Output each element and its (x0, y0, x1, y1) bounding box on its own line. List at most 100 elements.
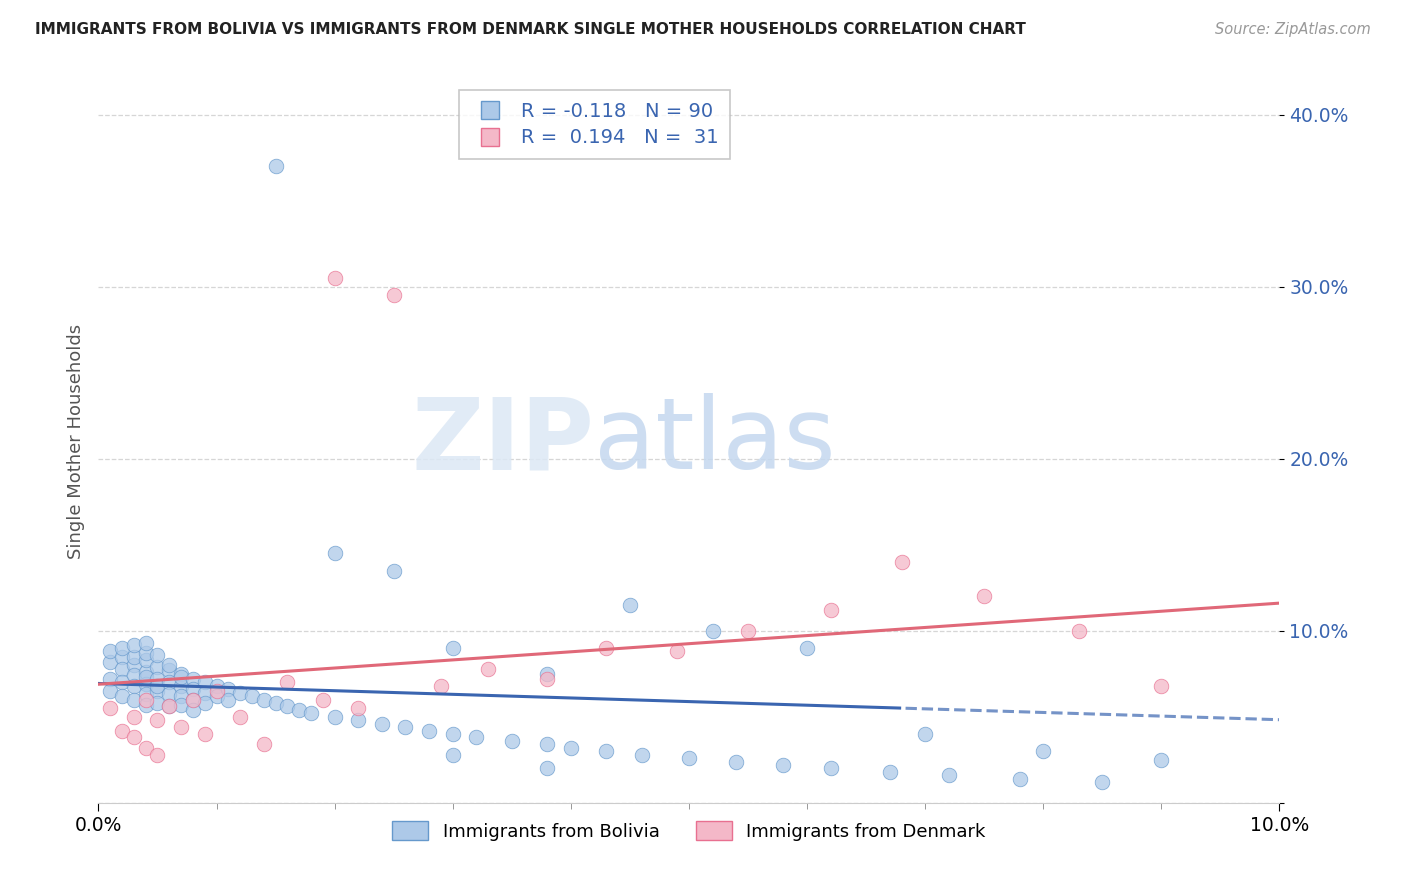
Point (253, 737, 276, 751)
Point (477, 662, 499, 676)
Point (194, 696, 217, 710)
Point (217, 692, 239, 706)
Text: Source: ZipAtlas.com: Source: ZipAtlas.com (1215, 22, 1371, 37)
Point (879, 764, 901, 779)
Point (157, 699, 180, 714)
Point (111, 675, 134, 690)
Point (146, 660, 169, 674)
Point (229, 686, 252, 700)
Point (146, 684, 169, 698)
Point (678, 751, 700, 765)
Point (146, 713, 169, 727)
Point (98, 701, 121, 715)
Point (135, 677, 157, 691)
Point (1150, 753, 1173, 767)
Point (820, 603, 842, 617)
Point (205, 689, 228, 703)
Point (111, 689, 134, 703)
Point (382, 288, 405, 302)
Point (205, 679, 228, 693)
Point (170, 670, 193, 684)
Point (135, 687, 157, 701)
Point (98, 684, 121, 698)
Point (111, 649, 134, 664)
Point (820, 761, 842, 775)
Point (194, 727, 217, 741)
Point (737, 624, 759, 638)
Point (560, 740, 582, 755)
Point (205, 684, 228, 698)
Point (111, 723, 134, 738)
Point (157, 699, 180, 714)
Point (312, 692, 335, 706)
Point (264, 696, 287, 710)
Point (536, 761, 558, 775)
Point (394, 720, 416, 734)
Point (170, 720, 193, 734)
Point (181, 703, 204, 717)
Point (170, 679, 193, 693)
Point (170, 666, 193, 681)
Point (536, 672, 558, 686)
Point (430, 679, 453, 693)
Point (135, 698, 157, 712)
Point (1067, 624, 1090, 638)
Point (702, 624, 724, 638)
Point (111, 640, 134, 655)
Point (135, 670, 157, 684)
Point (382, 564, 405, 578)
Point (122, 668, 145, 682)
Point (536, 666, 558, 681)
Point (973, 590, 995, 604)
Legend: Immigrants from Bolivia, Immigrants from Denmark: Immigrants from Bolivia, Immigrants from… (385, 814, 993, 848)
Point (217, 682, 239, 697)
Point (181, 672, 204, 686)
Point (938, 768, 960, 782)
Point (323, 546, 346, 560)
Point (299, 706, 322, 721)
Point (146, 679, 169, 693)
Text: ZIP: ZIP (412, 393, 595, 490)
Point (111, 662, 134, 676)
Point (146, 648, 169, 662)
Point (323, 271, 346, 285)
Point (181, 692, 204, 706)
Point (276, 675, 298, 690)
Point (630, 747, 652, 762)
Point (536, 737, 558, 751)
Point (181, 682, 204, 697)
Point (796, 640, 818, 655)
Point (122, 731, 145, 745)
Point (135, 692, 157, 706)
Point (181, 692, 204, 706)
Point (1032, 744, 1054, 758)
Point (157, 664, 180, 678)
Point (240, 689, 263, 703)
Point (1008, 772, 1031, 786)
Point (135, 653, 157, 667)
Point (170, 689, 193, 703)
Point (122, 638, 145, 652)
Point (157, 658, 180, 673)
Point (288, 703, 311, 717)
Point (725, 755, 748, 769)
Point (135, 740, 157, 755)
Point (595, 744, 617, 758)
Point (170, 698, 193, 712)
Point (98, 644, 121, 658)
Point (135, 646, 157, 660)
Point (194, 675, 217, 690)
Point (501, 734, 523, 748)
Y-axis label: Single Mother Households: Single Mother Households (66, 324, 84, 559)
Point (347, 713, 370, 727)
Point (264, 159, 287, 173)
Point (1091, 775, 1114, 789)
Point (772, 758, 794, 772)
Point (371, 716, 394, 731)
Point (441, 640, 464, 655)
Point (146, 672, 169, 686)
Point (253, 692, 276, 706)
Point (914, 727, 936, 741)
Point (194, 686, 217, 700)
Point (441, 727, 464, 741)
